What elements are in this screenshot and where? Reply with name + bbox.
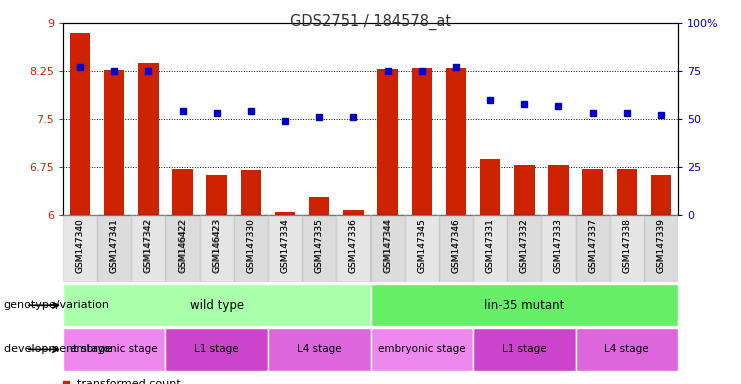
Bar: [131, 215, 165, 282]
Bar: [507, 215, 542, 282]
Text: GSM147331: GSM147331: [485, 218, 494, 273]
Text: embryonic stage: embryonic stage: [70, 344, 158, 354]
Text: GSM147335: GSM147335: [315, 218, 324, 273]
Bar: [63, 215, 97, 282]
Bar: [199, 215, 234, 282]
Bar: [63, 284, 370, 326]
Bar: [97, 215, 131, 282]
Bar: [576, 328, 678, 371]
Bar: [582, 169, 603, 215]
Text: wild type: wild type: [190, 299, 244, 312]
Text: lin-35 mutant: lin-35 mutant: [484, 299, 565, 312]
Bar: [268, 328, 370, 371]
Text: L4 stage: L4 stage: [605, 344, 649, 354]
Bar: [405, 215, 439, 282]
Bar: [514, 165, 534, 215]
Bar: [439, 215, 473, 282]
Text: GSM147334: GSM147334: [281, 218, 290, 273]
Text: GSM147345: GSM147345: [417, 218, 426, 273]
Text: GSM147339: GSM147339: [657, 218, 665, 273]
Bar: [610, 215, 644, 282]
Bar: [234, 215, 268, 282]
Text: GSM147330: GSM147330: [247, 218, 256, 273]
Text: GSM147338: GSM147338: [622, 218, 631, 273]
Bar: [241, 170, 261, 215]
Bar: [275, 212, 296, 215]
Bar: [343, 210, 364, 215]
Bar: [268, 215, 302, 282]
Text: GSM147340: GSM147340: [76, 218, 84, 273]
Text: L1 stage: L1 stage: [502, 344, 547, 354]
Bar: [411, 68, 432, 215]
Bar: [617, 169, 637, 215]
Text: GSM146423: GSM146423: [212, 218, 222, 273]
Bar: [576, 215, 610, 282]
Bar: [370, 284, 678, 326]
Text: GSM147336: GSM147336: [349, 218, 358, 273]
Bar: [138, 63, 159, 215]
Bar: [473, 215, 507, 282]
Bar: [336, 215, 370, 282]
Bar: [173, 169, 193, 215]
Bar: [644, 215, 678, 282]
Text: embryonic stage: embryonic stage: [378, 344, 465, 354]
Text: GSM147333: GSM147333: [554, 218, 563, 273]
Text: L4 stage: L4 stage: [297, 344, 342, 354]
Bar: [63, 328, 165, 371]
Bar: [473, 328, 576, 371]
Bar: [377, 69, 398, 215]
Bar: [165, 328, 268, 371]
Bar: [165, 215, 199, 282]
Text: GSM147342: GSM147342: [144, 218, 153, 273]
Bar: [651, 175, 671, 215]
Bar: [542, 215, 576, 282]
Bar: [445, 68, 466, 215]
Text: genotype/variation: genotype/variation: [4, 300, 110, 310]
Text: GSM147341: GSM147341: [110, 218, 119, 273]
Bar: [70, 33, 90, 215]
Text: GSM147332: GSM147332: [519, 218, 529, 273]
Bar: [104, 70, 124, 215]
Text: L1 stage: L1 stage: [194, 344, 239, 354]
Bar: [548, 165, 568, 215]
Bar: [207, 175, 227, 215]
Text: development stage: development stage: [4, 344, 112, 354]
Bar: [370, 215, 405, 282]
Text: transformed count: transformed count: [76, 379, 180, 384]
Bar: [309, 197, 330, 215]
Text: GSM146422: GSM146422: [178, 218, 187, 273]
Text: GSM147337: GSM147337: [588, 218, 597, 273]
Text: GSM147346: GSM147346: [451, 218, 460, 273]
Bar: [480, 159, 500, 215]
Text: GSM147344: GSM147344: [383, 218, 392, 273]
Text: GDS2751 / 184578_at: GDS2751 / 184578_at: [290, 13, 451, 30]
Bar: [370, 328, 473, 371]
Bar: [302, 215, 336, 282]
